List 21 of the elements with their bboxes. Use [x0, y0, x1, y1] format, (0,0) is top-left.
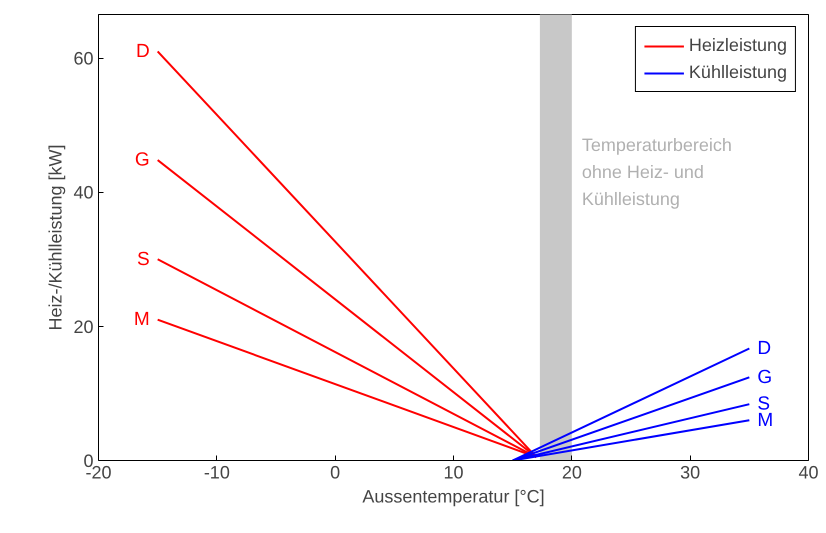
x-tick-label: 20	[562, 462, 582, 482]
legend-label: Heizleistung	[688, 35, 787, 56]
x-tick-label: 10	[443, 462, 464, 482]
y-tick-label: 60	[73, 48, 94, 69]
x-tick-label: 0	[330, 462, 340, 482]
x-tick-label: 30	[680, 462, 700, 482]
data-label: G	[757, 366, 772, 388]
data-label: M	[757, 410, 774, 431]
y-tick-label: 40	[73, 182, 94, 203]
y-tick-label: 20	[73, 316, 94, 337]
data-label: D	[757, 338, 772, 359]
x-tick-label: 40	[798, 462, 819, 482]
data-label: M	[134, 309, 150, 330]
band-label: Temperaturbereich ohne Heiz- und Kühlleistung	[582, 134, 732, 209]
legend-label: Kühlleistung	[688, 62, 787, 83]
data-label: S	[136, 248, 150, 270]
data-label: G	[134, 150, 150, 171]
y-axis-title: Heiz-/Kühlleistung [kW]	[45, 144, 66, 331]
x-axis-title: Aussentemperatur [°C]	[362, 486, 545, 506]
x-tick-label: -10	[204, 462, 230, 482]
data-label: D	[136, 40, 150, 62]
